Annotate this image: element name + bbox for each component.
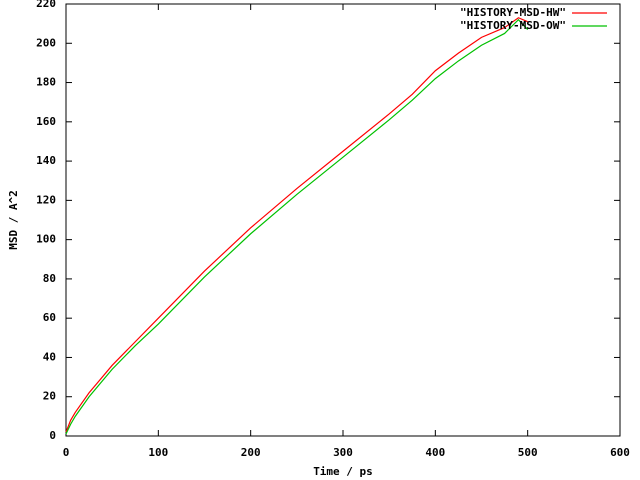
y-tick-label: 120 [36,193,56,206]
y-tick-label: 0 [49,429,56,442]
y-tick-label: 40 [43,350,56,363]
legend-label: "HISTORY-MSD-HW" [460,6,566,19]
legend-label: "HISTORY-MSD-OW" [460,19,566,32]
y-tick-label: 60 [43,311,56,324]
y-tick-label: 20 [43,390,56,403]
y-tick-label: 160 [36,115,56,128]
y-tick-label: 180 [36,76,56,89]
x-tick-label: 0 [63,446,70,459]
x-axis-label: Time / ps [313,465,373,478]
y-tick-label: 200 [36,36,56,49]
y-axis-label: MSD / A^2 [7,190,20,250]
x-tick-label: 200 [241,446,261,459]
x-tick-label: 300 [333,446,353,459]
plot-frame [65,3,621,437]
x-tick-label: 600 [610,446,630,459]
y-tick-label: 80 [43,272,56,285]
y-tick-label: 140 [36,154,56,167]
y-tick-label: 220 [36,0,56,10]
y-tick-label: 100 [36,233,56,246]
data-line [65,17,528,433]
x-tick-label: 100 [148,446,168,459]
x-tick-label: 500 [518,446,538,459]
x-tick-label: 400 [425,446,445,459]
data-line [65,18,529,435]
